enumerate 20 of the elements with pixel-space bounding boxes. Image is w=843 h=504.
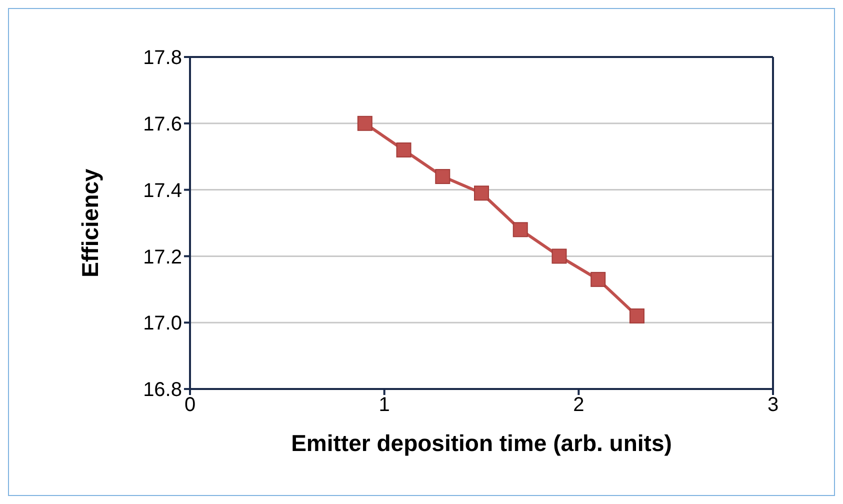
point [629,308,644,324]
point [396,142,412,158]
y-tick-label: 17.8 [143,47,182,70]
y-axis-title: Efficiency [77,168,104,278]
y-tick-label: 17.0 [143,312,182,335]
y-tick-label: 17.6 [143,114,182,136]
y-tick-label: 16.8 [143,379,182,402]
x-axis-title: Emitter deposition time (arb. units) [291,430,672,456]
point [512,222,528,238]
point [552,248,567,264]
y-tick-label: 17.4 [143,180,182,202]
x-tick-label: 0 [184,394,196,416]
x-tick-label: 3 [767,394,779,416]
point [474,186,489,201]
x-tick-label: 1 [378,394,390,416]
point [590,272,606,287]
point [435,169,450,184]
point [357,116,372,131]
y-tick-label: 17.2 [143,246,182,268]
x-tick-label: 2 [573,394,584,416]
